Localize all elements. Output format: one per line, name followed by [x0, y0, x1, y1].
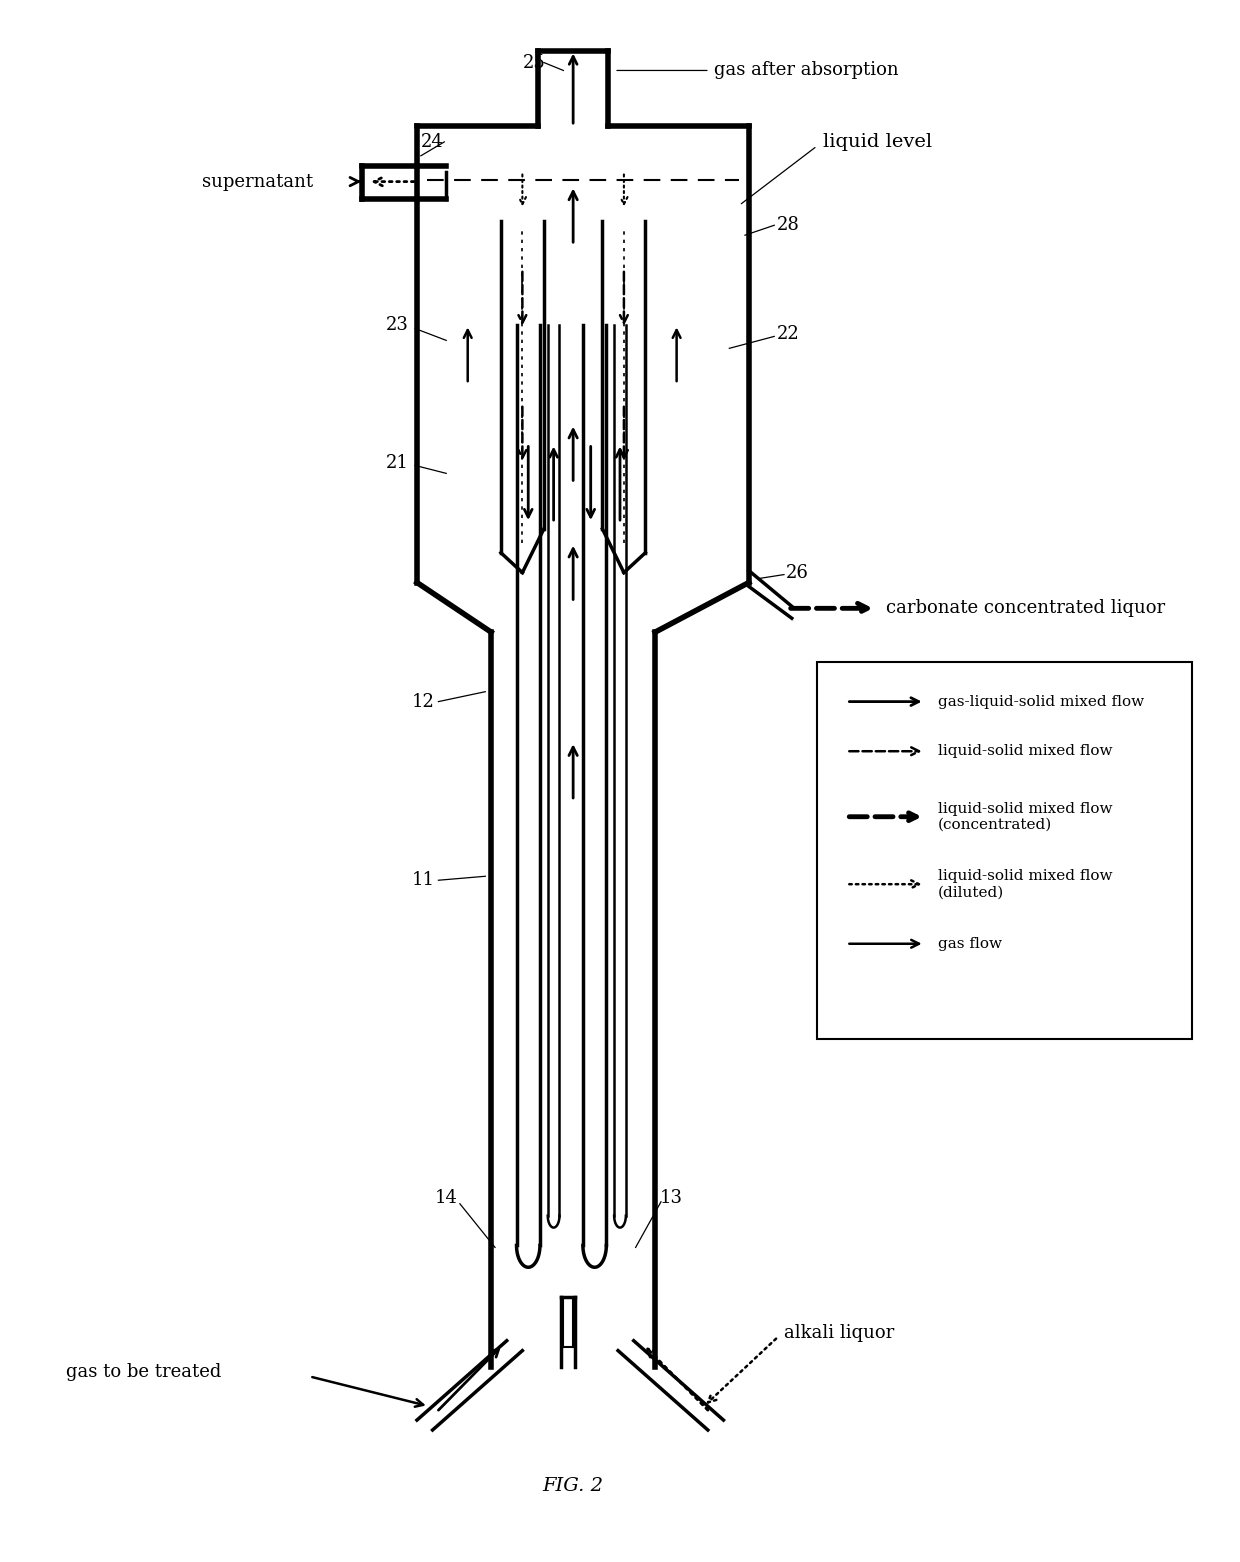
Text: 21: 21 [386, 455, 409, 472]
Text: 25: 25 [523, 53, 546, 72]
Text: alkali liquor: alkali liquor [784, 1323, 894, 1342]
Text: liquid-solid mixed flow
(diluted): liquid-solid mixed flow (diluted) [939, 868, 1112, 900]
Text: 11: 11 [412, 872, 434, 889]
Text: 28: 28 [776, 216, 800, 234]
Text: 26: 26 [786, 564, 810, 581]
Text: gas flow: gas flow [939, 937, 1002, 951]
Text: 12: 12 [412, 692, 434, 711]
Text: 22: 22 [776, 325, 800, 344]
Text: supernatant: supernatant [202, 173, 314, 191]
FancyBboxPatch shape [817, 662, 1192, 1039]
Text: gas to be treated: gas to be treated [66, 1364, 221, 1381]
Text: 14: 14 [435, 1189, 458, 1207]
Text: liquid-solid mixed flow: liquid-solid mixed flow [939, 744, 1112, 758]
Text: gas after absorption: gas after absorption [714, 61, 898, 80]
Text: 24: 24 [422, 133, 444, 152]
Text: liquid-solid mixed flow
(concentrated): liquid-solid mixed flow (concentrated) [939, 801, 1112, 833]
Text: gas-liquid-solid mixed flow: gas-liquid-solid mixed flow [939, 695, 1145, 709]
Text: 13: 13 [660, 1189, 682, 1207]
Text: 23: 23 [386, 316, 409, 334]
Text: FIG. 2: FIG. 2 [543, 1476, 604, 1495]
Text: carbonate concentrated liquor: carbonate concentrated liquor [885, 600, 1164, 617]
Text: liquid level: liquid level [823, 133, 932, 152]
